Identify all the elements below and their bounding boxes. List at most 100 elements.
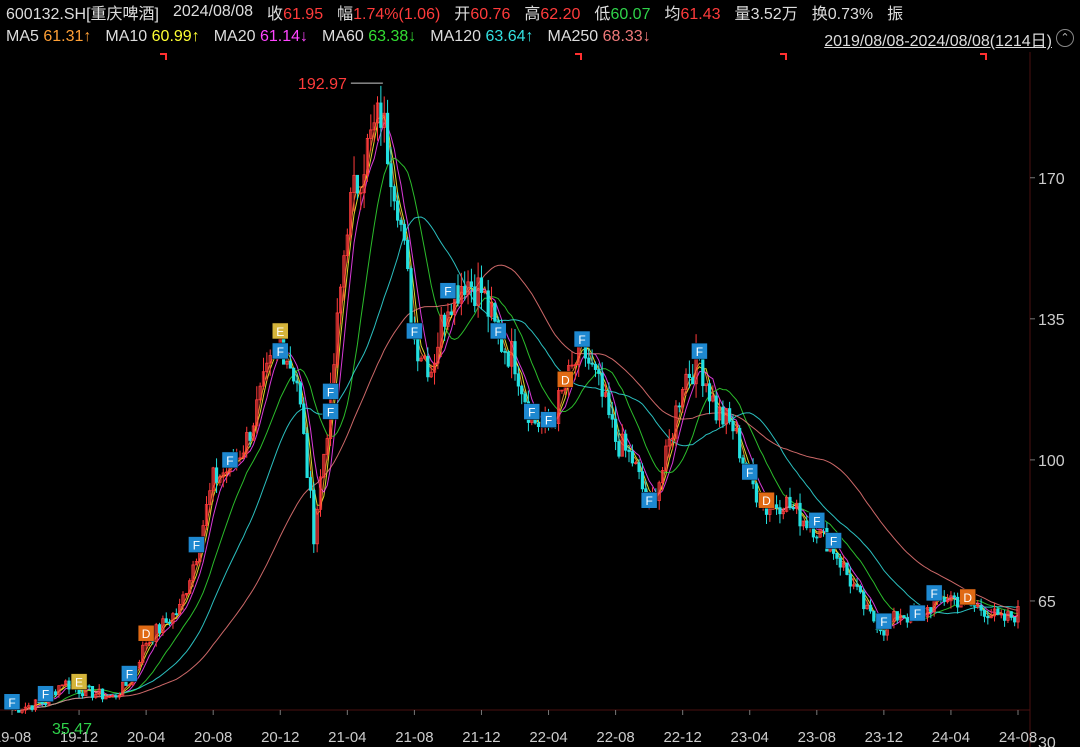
event-marker-D[interactable] [137, 624, 155, 642]
candle-body [121, 681, 125, 696]
candle-body [459, 286, 463, 304]
event-marker-F[interactable] [188, 536, 205, 553]
candle-body [707, 383, 712, 402]
event-marker-F[interactable] [523, 403, 541, 420]
x-tick-label: 21-04 [328, 729, 366, 746]
event-marker-F[interactable] [37, 685, 54, 702]
candle-body [245, 432, 249, 454]
candle-body [516, 373, 520, 387]
open-value: 60.76 [470, 6, 511, 23]
candle-body [352, 174, 356, 193]
ma20-indicator[interactable]: MA20 61.14↓ [214, 28, 308, 46]
candle-body [426, 355, 430, 378]
event-marker-D[interactable] [557, 371, 574, 388]
candle-body [503, 351, 507, 353]
candle-body [1016, 606, 1020, 623]
candle-body [144, 643, 148, 646]
candle-body [456, 285, 460, 304]
candle-body [104, 696, 108, 700]
event-marker-F[interactable] [909, 604, 926, 622]
event-marker-letter: F [277, 345, 284, 359]
turnover-field: 换0.73% [812, 0, 873, 24]
chevron-up-icon[interactable]: ⌃ [1056, 29, 1074, 47]
candle-body [489, 302, 494, 317]
ma250-indicator[interactable]: MA250 68.33↓ [548, 28, 651, 46]
event-marker-F[interactable] [406, 322, 423, 340]
candle-body [90, 686, 95, 698]
event-marker-F[interactable] [925, 584, 943, 602]
candle-body [942, 596, 946, 603]
event-marker-F[interactable] [489, 322, 507, 340]
ma10-indicator[interactable]: MA10 60.99↑ [105, 28, 199, 46]
candle-body [87, 685, 91, 688]
event-marker-F[interactable] [741, 463, 758, 481]
event-marker-F[interactable] [322, 383, 339, 400]
event-marker-F[interactable] [121, 665, 138, 682]
candle-body [60, 684, 64, 687]
event-marker-D[interactable] [758, 491, 775, 509]
event-marker-F[interactable] [3, 693, 21, 711]
candle-body [305, 433, 309, 478]
ma5-label: MA5 [6, 28, 39, 45]
candle-body [664, 445, 668, 471]
high-value: 62.20 [540, 6, 581, 23]
event-marker-F[interactable] [808, 512, 826, 529]
date-range[interactable]: 2019/08/08-2024/08/08(1214日) [824, 33, 1052, 50]
candle-body [191, 564, 195, 582]
candle-body [523, 393, 527, 403]
candle-body [925, 607, 930, 618]
candle-body [184, 593, 188, 596]
candle-body [536, 422, 541, 427]
event-marker-F[interactable] [691, 342, 708, 360]
candle-body [97, 688, 101, 695]
event-marker-letter: F [746, 466, 753, 480]
candle-body [560, 389, 564, 392]
event-marker-D[interactable] [959, 588, 976, 606]
candlestick-chart[interactable]: 170 135 100 65 30 19-08 19-12 20-04 20-08 20-12 21… [0, 52, 1080, 747]
event-marker-letter: F [930, 587, 937, 601]
low-value: 60.07 [610, 6, 651, 23]
volume-value: 3.52万 [750, 6, 798, 23]
quote-date: 2024/08/08 [172, 3, 254, 20]
candle-body [620, 433, 624, 457]
candle-body [979, 605, 983, 611]
candle-body [339, 286, 343, 314]
candle-body [717, 406, 722, 421]
candle-body [479, 277, 484, 293]
candle-body [188, 580, 192, 594]
x-tick-label: 24-08 [999, 729, 1037, 746]
event-marker-F[interactable] [875, 612, 893, 630]
event-marker-letter: F [193, 539, 200, 553]
candle-body [624, 433, 628, 451]
event-marker-F[interactable] [221, 451, 239, 469]
event-marker-E[interactable] [272, 322, 289, 340]
event-marker-F[interactable] [272, 342, 289, 360]
candle-body [318, 476, 323, 510]
ma60-indicator[interactable]: MA60 63.38↓ [322, 28, 416, 46]
candle-body [295, 380, 299, 384]
candle-body [603, 392, 608, 397]
event-marker-F[interactable] [825, 532, 842, 549]
change-field: 幅1.74%(1.06) [337, 0, 440, 24]
event-marker-F[interactable] [540, 411, 557, 428]
ma120-indicator[interactable]: MA120 63.64↑ [430, 28, 533, 46]
event-marker-E[interactable] [70, 673, 88, 690]
candle-body [600, 373, 604, 397]
event-marker-F[interactable] [322, 403, 339, 420]
stock-code[interactable]: 600132.SH[重庆啤酒] [6, 6, 159, 23]
event-marker-F[interactable] [573, 330, 591, 348]
event-marker-F[interactable] [640, 491, 658, 509]
candle-body [161, 618, 165, 634]
candle-body [211, 467, 215, 492]
candle-body [634, 462, 638, 465]
change-label: 幅 [337, 6, 354, 23]
x-tick-label: 22-08 [596, 729, 634, 746]
ma5-indicator[interactable]: MA5 61.31↑ [6, 28, 91, 46]
period-flag-icon [980, 53, 987, 60]
candle-body [587, 357, 591, 364]
candle-body [741, 457, 745, 464]
candle-body [255, 399, 259, 427]
event-marker-F[interactable] [439, 282, 457, 299]
candle-body [972, 604, 977, 607]
event-marker-letter: F [495, 325, 502, 339]
